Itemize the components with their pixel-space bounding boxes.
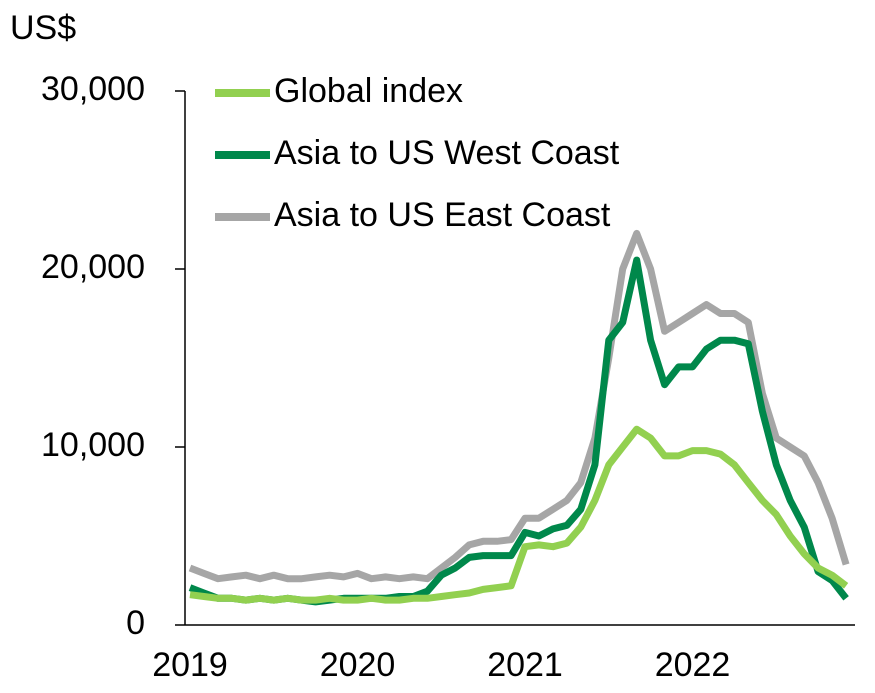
y-axis-label: US$: [10, 9, 76, 47]
series-line: [188, 256, 849, 606]
y-tick-label: 0: [126, 604, 145, 642]
series-line: [188, 229, 850, 583]
x-tick-label: 2022: [655, 646, 731, 684]
y-tick-label: 20,000: [41, 248, 145, 286]
legend-label: Asia to US West Coast: [274, 134, 620, 172]
x-tick-label: 2019: [152, 646, 228, 684]
series-line: [189, 425, 849, 604]
y-tick-label: 10,000: [41, 426, 145, 464]
legend-label: Global index: [274, 72, 463, 110]
x-tick-label: 2020: [320, 646, 396, 684]
legend-label: Asia to US East Coast: [274, 196, 611, 234]
x-tick-label: 2021: [487, 646, 563, 684]
y-tick-label: 30,000: [41, 70, 145, 108]
